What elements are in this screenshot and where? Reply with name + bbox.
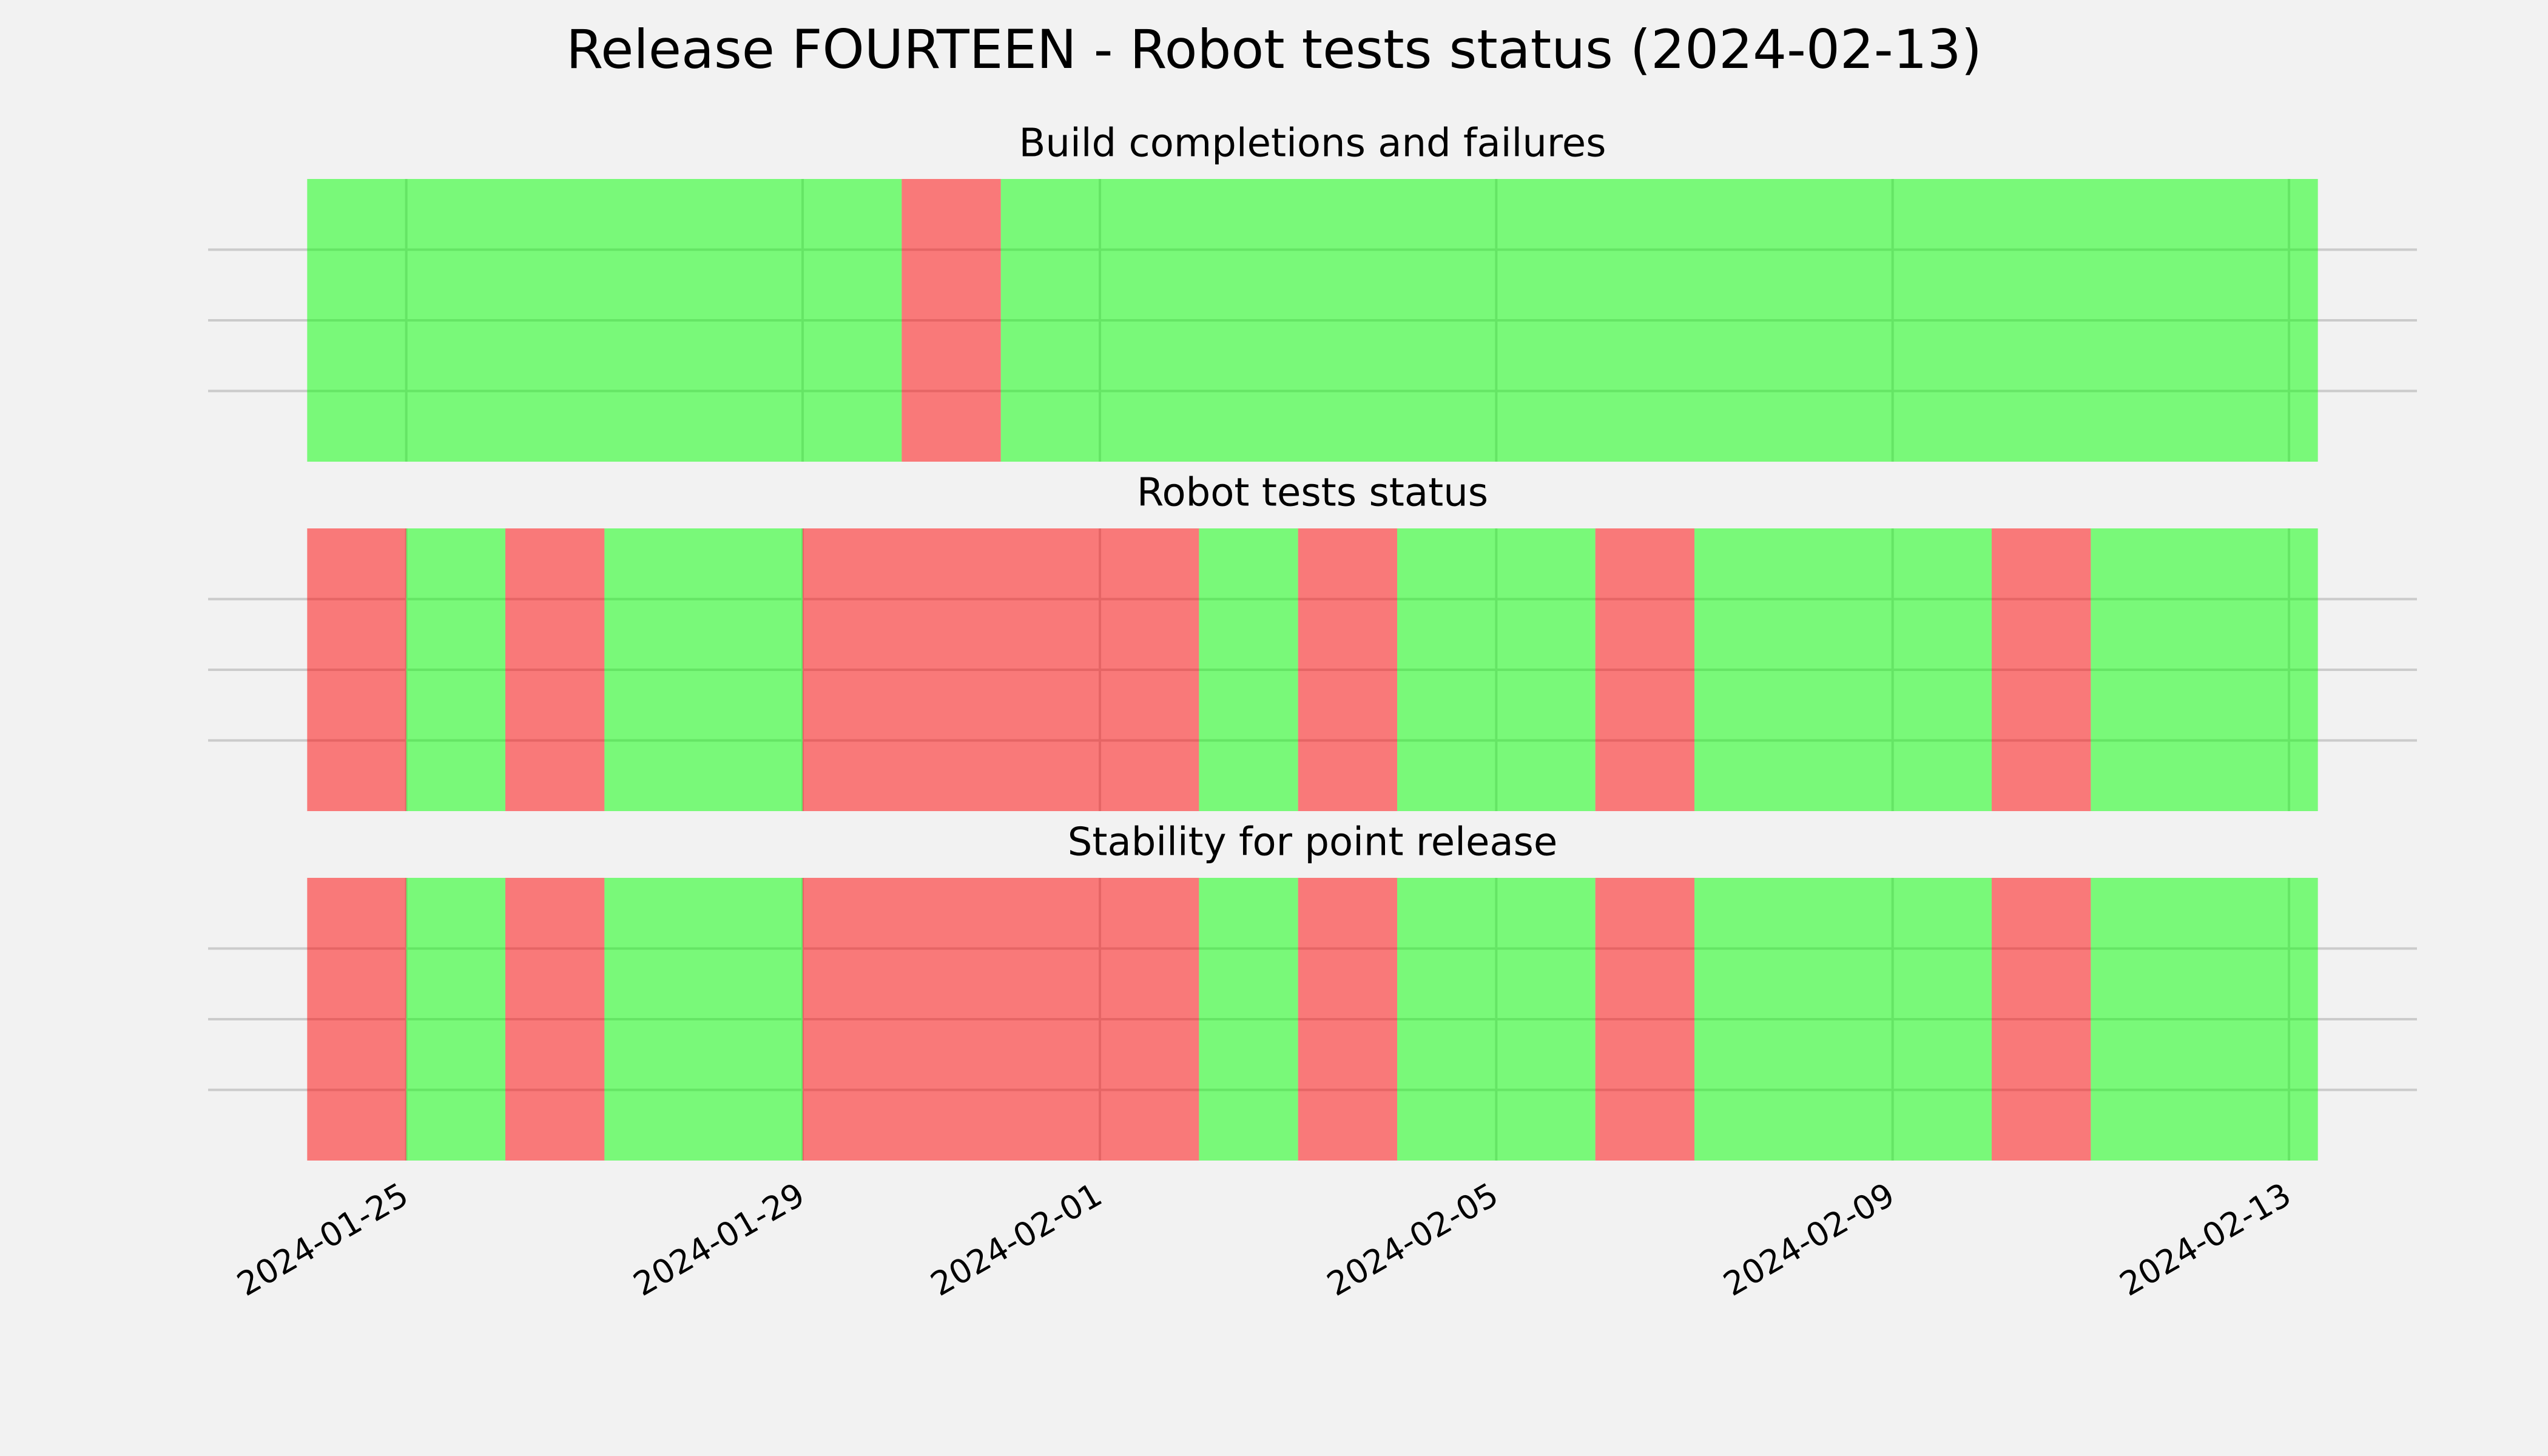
status-span: [1992, 878, 2091, 1161]
status-span: [1992, 528, 2091, 811]
status-span: [505, 878, 605, 1161]
status-span: [902, 179, 1001, 462]
status-span: [307, 528, 406, 811]
status-span: [803, 528, 1199, 811]
status-span: [307, 179, 902, 462]
status-span: [505, 528, 605, 811]
status-span: [1298, 878, 1398, 1161]
status-span: [1298, 528, 1398, 811]
panel-title: Robot tests status: [1137, 471, 1488, 516]
status-span: [1694, 528, 1992, 811]
status-span: [2091, 528, 2318, 811]
status-span: [1595, 528, 1695, 811]
status-span: [1199, 878, 1298, 1161]
status-span: [604, 528, 803, 811]
panel-title: Build completions and failures: [1019, 121, 1606, 166]
status-span: [406, 878, 506, 1161]
status-span: [307, 878, 406, 1161]
status-span: [604, 878, 803, 1161]
status-span: [1397, 878, 1596, 1161]
panel-title: Stability for point release: [1068, 820, 1558, 865]
status-span: [2091, 878, 2318, 1161]
status-span: [1595, 878, 1695, 1161]
chart-title: Release FOURTEEN - Robot tests status (2…: [566, 18, 1982, 81]
status-span: [1199, 528, 1298, 811]
status-span: [803, 878, 1199, 1161]
status-span: [1000, 179, 2318, 462]
status-span: [1694, 878, 1992, 1161]
status-span: [406, 528, 506, 811]
status-span: [1397, 528, 1596, 811]
